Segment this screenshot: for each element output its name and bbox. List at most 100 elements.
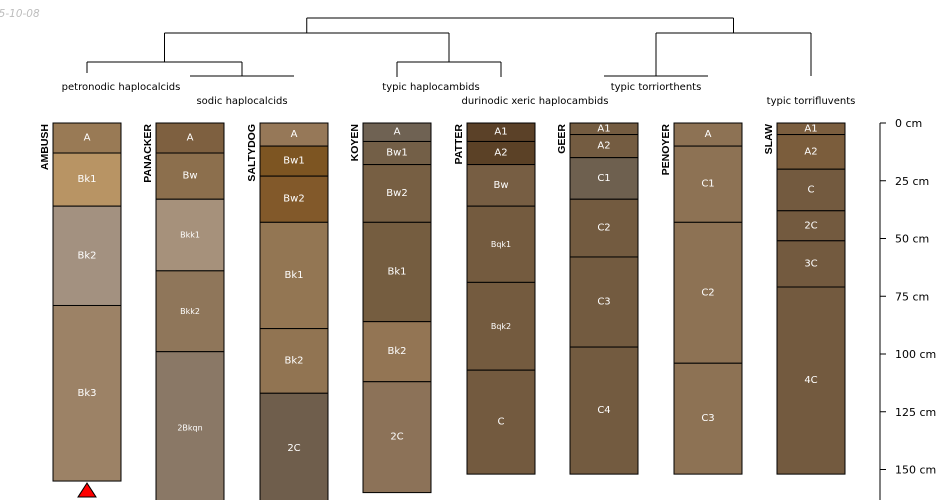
depth-tick-label: 25 cm [895, 175, 929, 188]
horizon-label: Bw1 [283, 156, 304, 167]
horizon-slaw-3c [776, 240, 846, 288]
profile-name-panacker: PANACKER [142, 124, 154, 183]
horizon-label: A [705, 129, 712, 140]
taxonomic-group-label: petronodic haplocalcids [62, 82, 181, 93]
horizon-label: A2 [804, 146, 817, 157]
horizon-label: C [808, 184, 815, 195]
profile-patter: A1 A2 Bw Bqk1 Bqk2 C PATTER [453, 122, 536, 475]
horizon-panacker-a [155, 122, 225, 154]
horizon-label: A2 [494, 148, 507, 159]
taxonomic-group-label: typic torriorthents [611, 82, 702, 93]
horizon-koyen-bw2 [362, 164, 432, 223]
horizon-saltydog-2c [259, 392, 329, 500]
profile-name-saltydog: SALTYDOG [246, 124, 258, 182]
horizon-ambush-bk2 [52, 205, 122, 306]
horizon-label: Bw1 [386, 148, 407, 159]
horizon-penoyer-c3 [673, 362, 743, 475]
horizon-label: C3 [597, 297, 610, 308]
profile-name-slaw: SLAW [763, 124, 775, 154]
horizon-label: 2C [287, 443, 300, 454]
depth-tick-label: 125 cm [895, 406, 936, 419]
horizon-ambush-bk1 [52, 152, 122, 207]
depth-tick-label: 100 cm [895, 348, 936, 361]
horizon-label: C1 [597, 173, 610, 184]
horizon-panacker-bw [155, 152, 225, 200]
horizon-label: A1 [494, 127, 507, 138]
dendrogram [86, 17, 812, 77]
horizon-label: 2C [804, 220, 817, 231]
horizon-label: Bkk1 [180, 231, 200, 240]
horizon-koyen-bk2 [362, 321, 432, 383]
horizon-label: 3C [804, 258, 817, 269]
horizon-slaw-2c [776, 210, 846, 242]
taxonomic-group-label: typic haplocambids [382, 82, 479, 93]
profile-koyen: A Bw1 Bw2 Bk1 Bk2 2C KOYEN [349, 122, 432, 494]
horizon-label: C1 [701, 179, 714, 190]
horizon-label: 4C [804, 375, 817, 386]
horizon-patter-bqk1 [466, 205, 536, 283]
horizon-geer-c2 [569, 198, 639, 258]
taxonomic-group-label: durinodic xeric haplocambids [462, 96, 609, 107]
horizon-label: C [498, 417, 505, 428]
horizon-geer-c3 [569, 256, 639, 348]
horizon-panacker-bkk2 [155, 270, 225, 353]
profile-saltydog: A Bw1 Bw2 Bk1 Bk2 2C SALTYDOG [246, 122, 329, 500]
horizon-label: 2C [390, 432, 403, 443]
taxonomic-group-label: typic torrifluvents [767, 96, 856, 107]
depth-tick-label: 75 cm [895, 290, 929, 303]
horizon-label: Bkk2 [180, 307, 200, 316]
horizon-slaw-4c [776, 286, 846, 475]
horizon-koyen-bk1 [362, 221, 432, 323]
horizon-label: Bw [493, 180, 508, 191]
horizon-label: A [394, 127, 401, 138]
horizon-label: Bk2 [387, 346, 406, 357]
horizon-saltydog-bw2 [259, 175, 329, 223]
horizon-label: Bk2 [284, 355, 303, 366]
profile-name-koyen: KOYEN [349, 124, 361, 161]
profile-geer: A1 A2 C1 C2 C3 C4 GEER [556, 122, 639, 475]
horizon-saltydog-bw1 [259, 145, 329, 177]
horizon-label: C4 [597, 405, 610, 416]
depth-tick-label: 150 cm [895, 464, 936, 477]
horizon-ambush-bk3 [52, 304, 122, 482]
horizon-penoyer-c1 [673, 145, 743, 223]
profile-ambush: A Bk1 Bk2 Bk3 AMBUSH [39, 122, 122, 498]
horizon-label: A [187, 133, 194, 144]
horizon-label: C2 [701, 287, 714, 298]
horizon-label: Bk3 [77, 388, 96, 399]
horizon-slaw-c [776, 168, 846, 212]
horizon-label: A [84, 133, 91, 144]
horizon-saltydog-bk1 [259, 221, 329, 330]
horizon-label: Bk2 [77, 250, 96, 261]
horizon-panacker-bkk1 [155, 198, 225, 272]
horizon-label: A1 [804, 123, 817, 134]
profile-panacker: A Bw Bkk1 Bkk2 2Bkqn PANACKER [142, 122, 225, 500]
taxonomic-group-labels: petronodic haplocalcids sodic haplocalcid… [62, 82, 856, 107]
horizon-panacker-2bkqn [155, 351, 225, 500]
horizon-label: Bw2 [283, 194, 304, 205]
horizon-label: A2 [597, 141, 610, 152]
truncation-marker-ambush [77, 482, 97, 498]
horizon-label: C2 [597, 223, 610, 234]
horizon-label: Bk1 [77, 174, 96, 185]
horizon-saltydog-bk2 [259, 328, 329, 394]
horizon-label: Bk1 [387, 266, 406, 277]
horizon-label: C3 [701, 413, 714, 424]
depth-axis: 0 cm 25 cm 50 cm 75 cm 100 cm 125 cm 150 cm [879, 117, 936, 500]
horizon-geer-c4 [569, 346, 639, 475]
horizon-label: 2Bkqn [177, 423, 202, 432]
profile-penoyer: A C1 C2 C3 PENOYER [660, 122, 743, 475]
date-stamp: 25-10-08 [0, 8, 40, 20]
profile-name-geer: GEER [556, 124, 568, 154]
profile-name-penoyer: PENOYER [660, 124, 672, 176]
horizon-label: Bw [182, 171, 197, 182]
profile-name-patter: PATTER [453, 124, 465, 165]
horizon-patter-c [466, 369, 536, 475]
soil-profiles: A Bk1 Bk2 Bk3 AMBUSH A Bw Bkk1 Bkk2 2Bkqn PANACKER… [39, 122, 846, 500]
horizon-label: Bqk1 [491, 240, 511, 249]
horizon-geer-c1 [569, 157, 639, 200]
horizon-label: Bqk2 [491, 322, 511, 331]
profile-slaw: A1 A2 C 2C 3C 4C SLAW [763, 122, 846, 475]
